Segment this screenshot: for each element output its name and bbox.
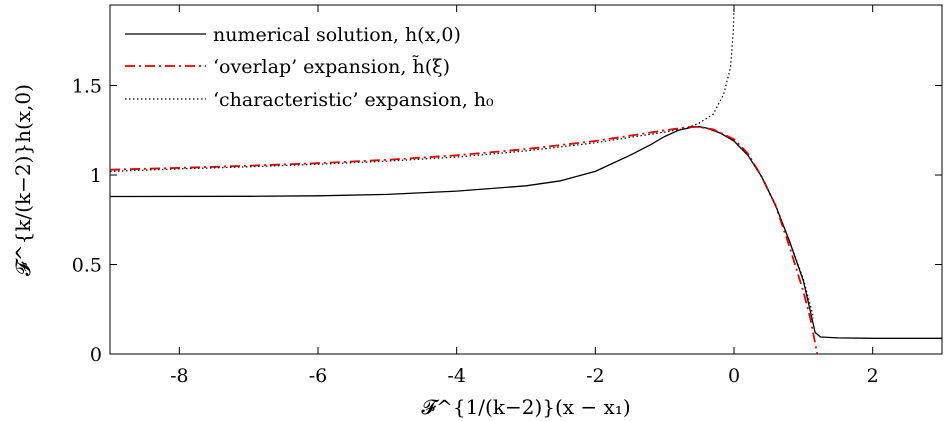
- y-ticks: 0 0.5 1 1.5: [72, 76, 942, 366]
- series-line-2: [109, 8, 735, 172]
- series-line-0: [109, 126, 942, 339]
- series-line-1: [109, 125, 819, 355]
- legend-label-overlap: ‘overlap’ expansion, h̃(ξ): [213, 55, 450, 78]
- curves: [109, 8, 942, 355]
- x-tick-label-4: 0: [728, 365, 740, 387]
- x-tick-label-0: -8: [170, 365, 189, 387]
- y-tick-label-2: 1: [90, 165, 102, 187]
- y-tick-label-3: 1.5: [72, 76, 102, 98]
- x-axis-label: 𝓕^{1/(k−2)}(x − x₁): [421, 395, 630, 419]
- y-axis-label: 𝓕^{k/(k−2)}h(x,0): [11, 84, 35, 276]
- x-tick-label-1: -6: [309, 365, 328, 387]
- legend-label-characteristic: ‘characteristic’ expansion, h₀: [213, 89, 494, 111]
- plot-frame: [109, 4, 943, 355]
- y-tick-label-1: 0.5: [72, 255, 102, 277]
- series-line-3: [733, 140, 815, 319]
- x-ticks: -8 -6 -4 -2 0 2: [170, 5, 879, 387]
- x-tick-label-5: 2: [867, 365, 879, 387]
- y-tick-label-0: 0: [90, 344, 102, 366]
- x-tick-label-3: -2: [586, 365, 605, 387]
- x-tick-label-2: -4: [447, 365, 466, 387]
- legend: numerical solution, h(x,0) ‘overlap’ exp…: [125, 24, 494, 111]
- legend-label-numerical: numerical solution, h(x,0): [213, 24, 461, 46]
